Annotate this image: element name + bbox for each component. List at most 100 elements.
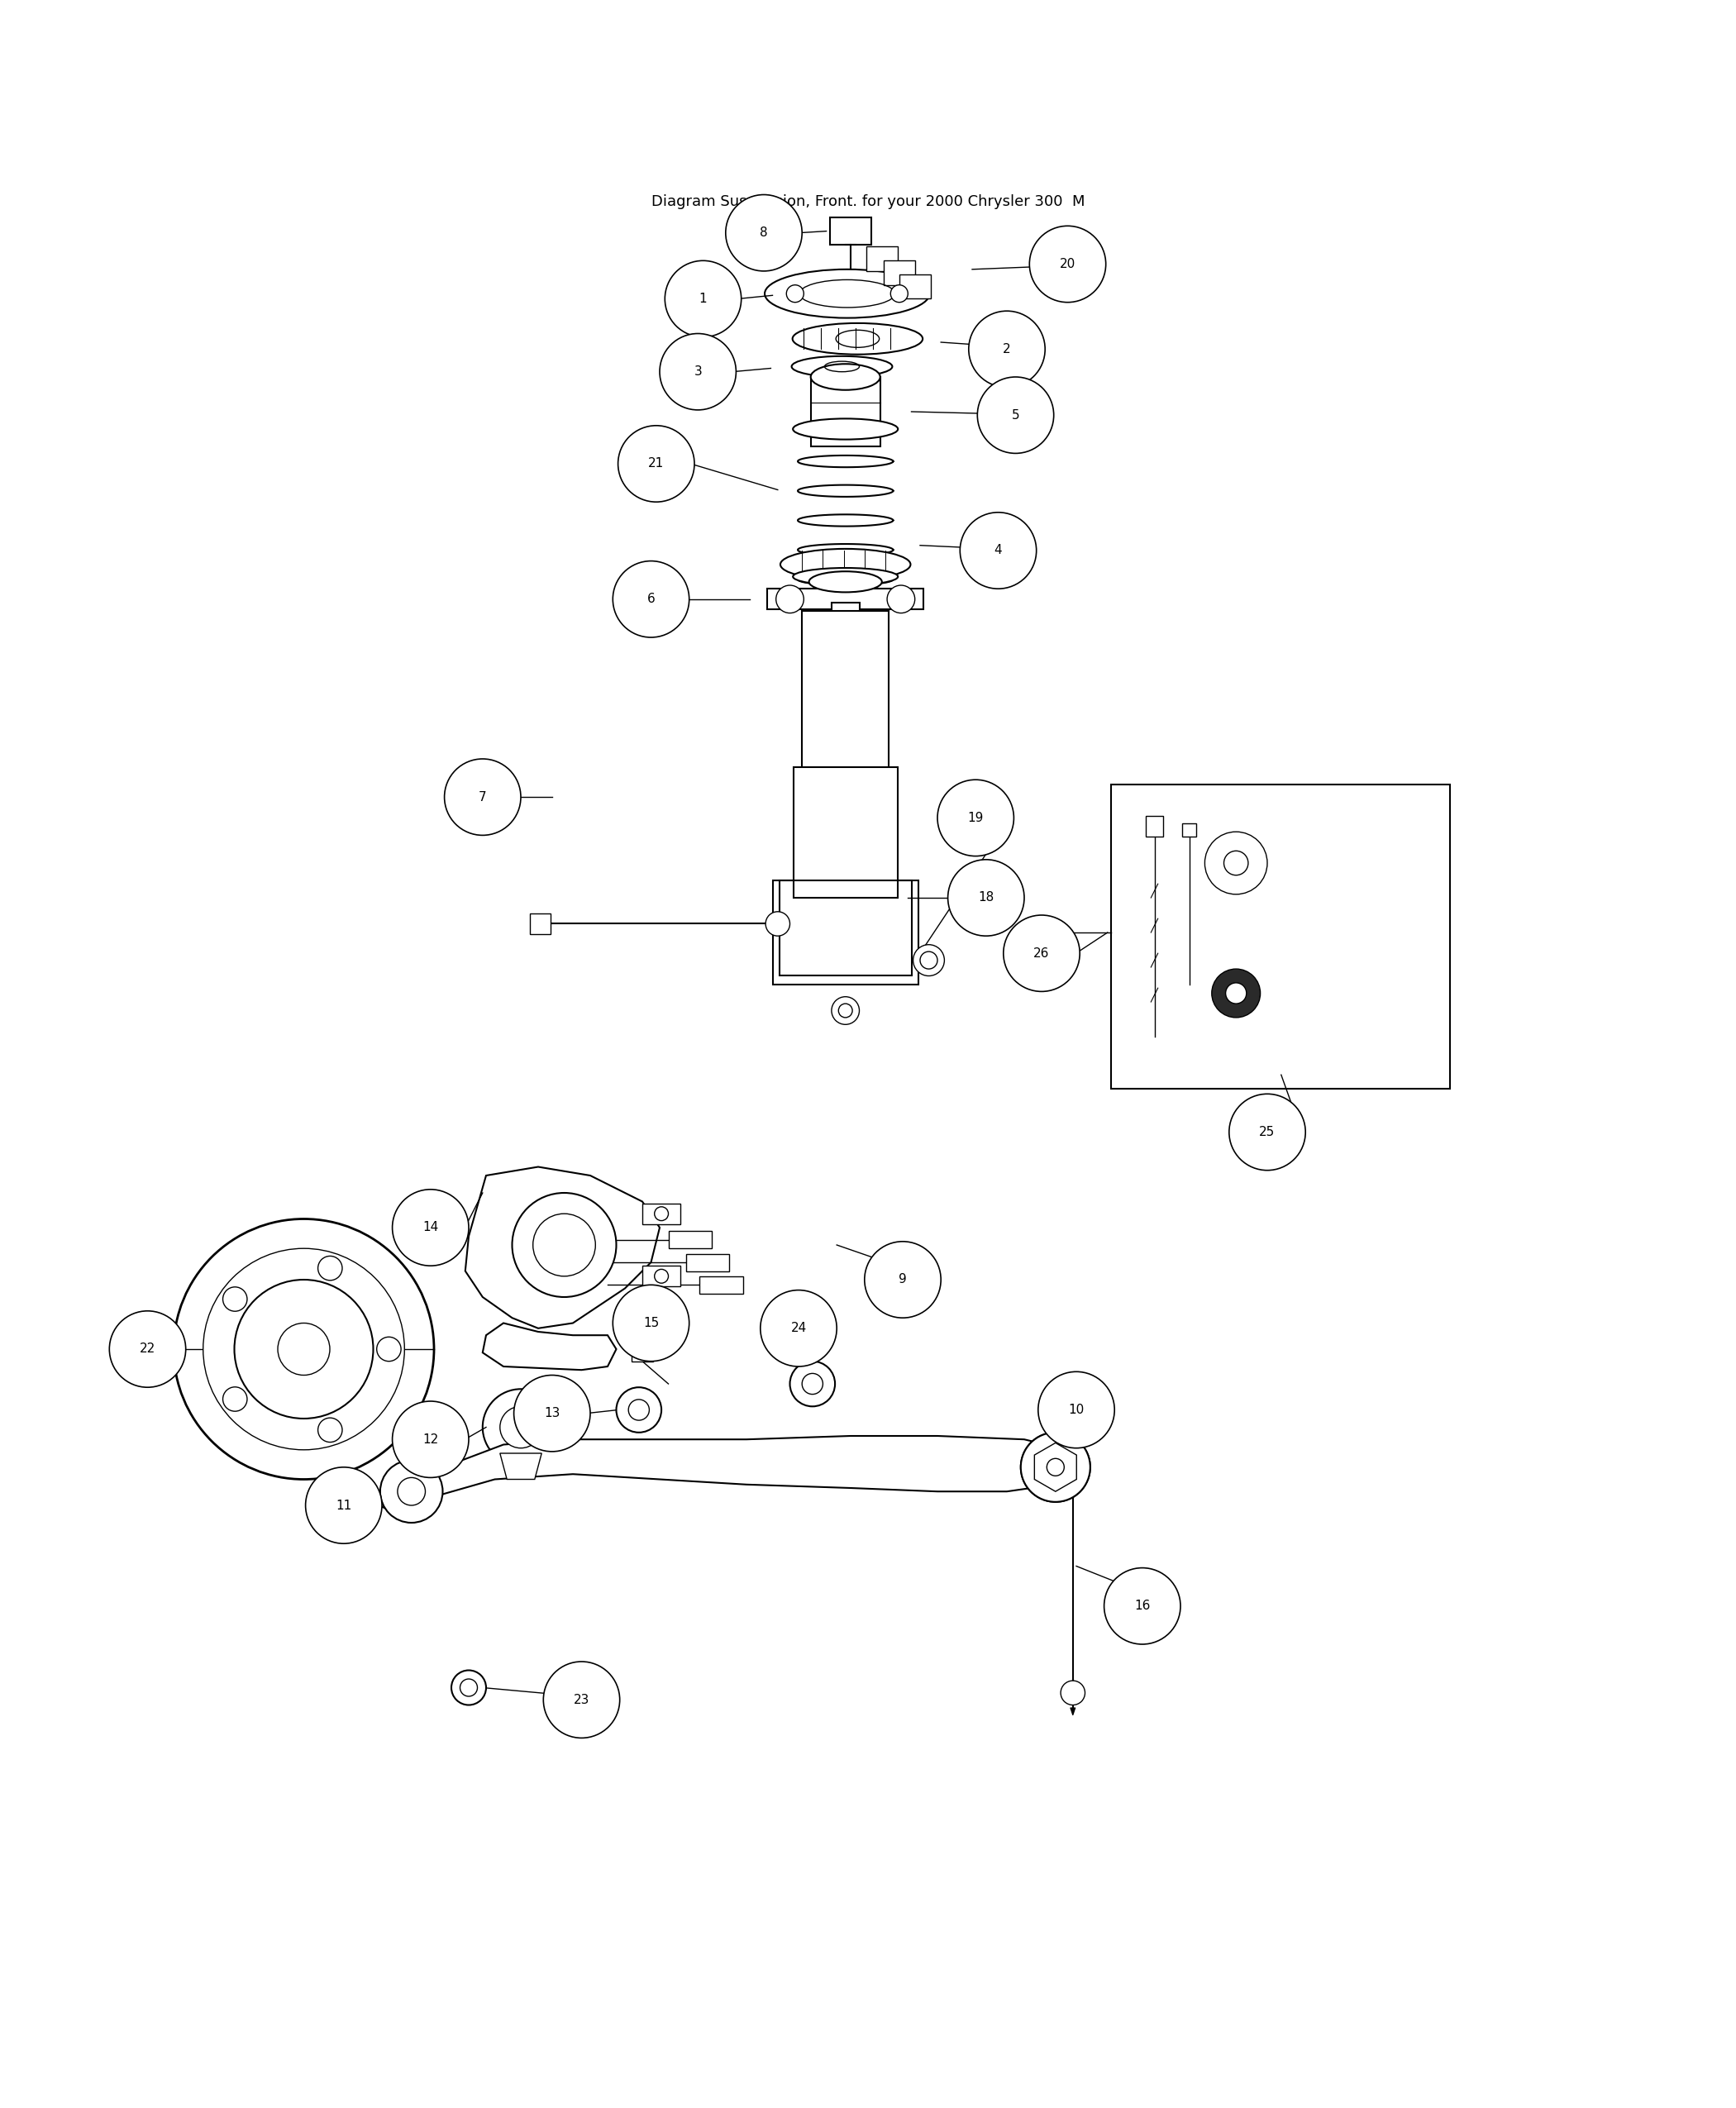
Circle shape: [380, 1461, 443, 1522]
Text: 5: 5: [1012, 409, 1019, 422]
Circle shape: [977, 377, 1054, 453]
Text: 19: 19: [967, 812, 984, 824]
Text: 11: 11: [335, 1499, 352, 1511]
Text: 1: 1: [700, 293, 707, 306]
Circle shape: [887, 586, 915, 613]
FancyBboxPatch shape: [866, 247, 898, 272]
Bar: [642, 1265, 681, 1286]
Text: 20: 20: [1059, 257, 1076, 270]
Text: 6: 6: [648, 592, 654, 605]
Circle shape: [533, 1214, 595, 1275]
Ellipse shape: [764, 270, 930, 318]
Circle shape: [913, 944, 944, 976]
Circle shape: [1021, 1433, 1090, 1501]
Circle shape: [776, 586, 804, 613]
Circle shape: [222, 1387, 247, 1410]
Bar: [811, 377, 880, 447]
Text: 25: 25: [1259, 1126, 1276, 1138]
Circle shape: [786, 285, 804, 301]
Circle shape: [392, 1402, 469, 1478]
Text: 16: 16: [1134, 1600, 1151, 1613]
Circle shape: [760, 1290, 837, 1366]
Circle shape: [654, 1206, 668, 1221]
Circle shape: [865, 1242, 941, 1318]
Text: 7: 7: [479, 790, 486, 803]
Text: 13: 13: [543, 1408, 561, 1419]
Circle shape: [1021, 1433, 1090, 1501]
Circle shape: [543, 1661, 620, 1737]
FancyBboxPatch shape: [899, 274, 930, 299]
Circle shape: [726, 194, 802, 272]
Circle shape: [278, 1324, 330, 1374]
Circle shape: [654, 1269, 668, 1284]
Text: 15: 15: [642, 1318, 660, 1330]
Text: 23: 23: [573, 1693, 590, 1705]
Circle shape: [174, 1218, 434, 1480]
Circle shape: [969, 312, 1045, 388]
Ellipse shape: [792, 356, 892, 377]
Bar: [802, 611, 889, 854]
Circle shape: [203, 1248, 404, 1450]
Circle shape: [1226, 982, 1246, 1003]
Polygon shape: [500, 1452, 542, 1480]
Circle shape: [948, 860, 1024, 936]
Circle shape: [937, 780, 1014, 856]
Circle shape: [451, 1670, 486, 1705]
Text: 22: 22: [139, 1343, 156, 1355]
Circle shape: [660, 333, 736, 409]
Bar: [700, 1275, 743, 1294]
Circle shape: [392, 1189, 469, 1265]
Bar: [793, 767, 898, 898]
Circle shape: [1038, 1372, 1115, 1448]
Circle shape: [444, 759, 521, 835]
Bar: [686, 1254, 729, 1271]
Circle shape: [1003, 915, 1080, 991]
Circle shape: [377, 1336, 401, 1362]
Text: 18: 18: [977, 892, 995, 904]
Bar: [779, 881, 911, 976]
Circle shape: [1229, 1094, 1305, 1170]
Text: 8: 8: [760, 228, 767, 238]
Text: 4: 4: [995, 544, 1002, 557]
Circle shape: [222, 1288, 247, 1311]
Ellipse shape: [793, 567, 898, 586]
Text: 2: 2: [1003, 344, 1010, 356]
Circle shape: [766, 911, 790, 936]
Circle shape: [1029, 226, 1106, 301]
Circle shape: [665, 261, 741, 337]
Circle shape: [1104, 1568, 1180, 1644]
Text: 26: 26: [1033, 946, 1050, 959]
Ellipse shape: [809, 571, 882, 592]
FancyBboxPatch shape: [884, 261, 915, 285]
Circle shape: [109, 1311, 186, 1387]
Bar: [773, 881, 918, 984]
Circle shape: [483, 1389, 559, 1465]
Bar: [529, 913, 550, 934]
Text: Diagram Suspension, Front. for your 2000 Chrysler 300  M: Diagram Suspension, Front. for your 2000…: [651, 194, 1085, 209]
Circle shape: [891, 285, 908, 301]
Text: 3: 3: [694, 365, 701, 377]
Text: 12: 12: [422, 1433, 439, 1446]
Ellipse shape: [793, 419, 898, 438]
Text: 24: 24: [790, 1322, 807, 1334]
Polygon shape: [378, 1436, 1076, 1514]
Polygon shape: [483, 1324, 616, 1370]
Text: 10: 10: [1068, 1404, 1085, 1417]
Circle shape: [920, 951, 937, 970]
Circle shape: [514, 1374, 590, 1452]
Bar: [832, 603, 859, 698]
Circle shape: [613, 561, 689, 637]
Bar: [642, 1204, 681, 1225]
Bar: [632, 1353, 653, 1362]
Text: 9: 9: [899, 1273, 906, 1286]
Circle shape: [1205, 833, 1267, 894]
Circle shape: [318, 1419, 342, 1442]
Circle shape: [832, 997, 859, 1024]
Circle shape: [1061, 1680, 1085, 1705]
Bar: [767, 588, 924, 609]
Circle shape: [618, 426, 694, 502]
Circle shape: [318, 1256, 342, 1280]
Circle shape: [234, 1280, 373, 1419]
Circle shape: [790, 1362, 835, 1406]
Polygon shape: [465, 1168, 660, 1328]
